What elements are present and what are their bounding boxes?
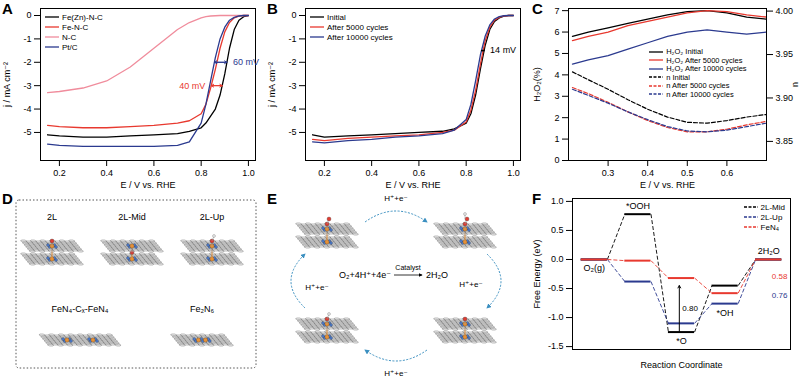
svg-text:0.6: 0.6	[721, 168, 734, 178]
html-text:D: D	[2, 190, 13, 207]
html-text:H₂O₂ After 5000 cycles: H₂O₂ After 5000 cycles	[666, 55, 743, 65]
svg-text:0.6: 0.6	[413, 168, 426, 178]
html-text:E: E	[267, 190, 277, 207]
svg-text:-1.0: -1.0	[548, 312, 564, 322]
svg-text:3.95: 3.95	[776, 49, 794, 59]
svg-text:O₂+4H⁺+4e⁻: O₂+4H⁺+4e⁻	[339, 270, 391, 280]
svg-text:H₂O₂(%): H₂O₂(%)	[532, 67, 542, 101]
html-text:Pt/C: Pt/C	[62, 42, 78, 52]
svg-text:2: 2	[554, 113, 559, 123]
html-text:Initial: Initial	[327, 12, 346, 22]
svg-text:*OH: *OH	[717, 307, 734, 317]
svg-text:0.5: 0.5	[681, 168, 694, 178]
html-text:B: B	[267, 0, 278, 17]
svg-text:1.0: 1.0	[242, 168, 255, 178]
html-text:N-C: N-C	[62, 32, 77, 42]
svg-text:*O: *O	[676, 336, 687, 346]
svg-text:0.2: 0.2	[318, 168, 331, 178]
svg-text:14 mV: 14 mV	[490, 45, 516, 55]
svg-text:2H₂O: 2H₂O	[426, 270, 448, 280]
svg-text:H⁺+e⁻: H⁺+e⁻	[384, 194, 407, 203]
svg-text:0.76: 0.76	[772, 291, 788, 300]
svg-text:-2: -2	[23, 57, 31, 67]
svg-text:0.80: 0.80	[682, 304, 698, 313]
svg-text:0: 0	[26, 10, 31, 20]
svg-text:-4: -4	[288, 104, 296, 114]
svg-text:3.85: 3.85	[776, 136, 794, 146]
html-text:H₂O₂ Initial: H₂O₂ Initial	[666, 47, 703, 57]
svg-text:E / V vs. RHE: E / V vs. RHE	[120, 180, 175, 190]
svg-text:2L: 2L	[47, 212, 57, 222]
html-text:n After 5000 cycles: n After 5000 cycles	[666, 81, 730, 91]
svg-text:4.00: 4.00	[776, 6, 794, 16]
svg-text:60 mV: 60 mV	[233, 57, 259, 67]
html-text:After 10000 cycles: After 10000 cycles	[327, 32, 393, 42]
svg-text:Free Energy (eV): Free Energy (eV)	[532, 239, 542, 308]
svg-text:1.0: 1.0	[507, 168, 520, 178]
svg-text:0.4: 0.4	[100, 168, 113, 178]
html-text:n Initial: n Initial	[666, 72, 690, 82]
svg-text:0.8: 0.8	[195, 168, 208, 178]
svg-text:0.58: 0.58	[772, 272, 788, 281]
svg-text:Reaction Coordinate: Reaction Coordinate	[640, 360, 722, 370]
svg-text:4: 4	[554, 70, 559, 80]
svg-text:0: 0	[291, 10, 296, 20]
svg-text:FeN₄-Cₓ-FeN₄: FeN₄-Cₓ-FeN₄	[52, 304, 109, 314]
svg-text:40 mV: 40 mV	[179, 81, 205, 91]
html-text:H₂O₂ After 10000 cycles: H₂O₂ After 10000 cycles	[666, 64, 747, 74]
svg-text:-1: -1	[23, 34, 31, 44]
svg-text:0.2: 0.2	[53, 168, 66, 178]
svg-text:-5: -5	[288, 127, 296, 137]
svg-text:0.6: 0.6	[148, 168, 161, 178]
svg-text:-4: -4	[23, 104, 31, 114]
svg-text:H⁺+e⁻: H⁺+e⁻	[305, 283, 328, 292]
svg-text:*OOH: *OOH	[626, 201, 650, 211]
svg-text:7: 7	[554, 6, 559, 16]
svg-text:j / mA cm⁻²: j / mA cm⁻²	[267, 62, 277, 108]
svg-text:E / V vs. RHE: E / V vs. RHE	[385, 180, 440, 190]
svg-text:2L-Up: 2L-Up	[200, 212, 225, 222]
svg-text:2H₂O: 2H₂O	[758, 246, 780, 256]
svg-text:1: 1	[554, 134, 559, 144]
svg-text:-1.5: -1.5	[548, 341, 564, 351]
html-text:n After 10000 cycles: n After 10000 cycles	[666, 89, 734, 99]
svg-text:H⁺+e⁻: H⁺+e⁻	[459, 280, 482, 289]
svg-text:n: n	[790, 82, 800, 87]
html-text:Fe(Zn)-N-C: Fe(Zn)-N-C	[62, 12, 103, 22]
svg-text:6: 6	[554, 27, 559, 37]
svg-text:-3: -3	[23, 81, 31, 91]
svg-text:H⁺+e⁻: H⁺+e⁻	[384, 369, 407, 378]
svg-text:-1: -1	[288, 34, 296, 44]
svg-text:Fe₂N₆: Fe₂N₆	[190, 304, 214, 314]
svg-text:0: 0	[554, 155, 559, 165]
svg-text:0.4: 0.4	[641, 168, 654, 178]
svg-text:0.4: 0.4	[365, 168, 378, 178]
html-text:C: C	[532, 0, 543, 17]
svg-text:-3: -3	[288, 81, 296, 91]
svg-text:Catalyst: Catalyst	[395, 264, 420, 272]
html-text:2L-Up: 2L-Up	[760, 212, 783, 222]
svg-text:E / V vs. RHE: E / V vs. RHE	[640, 180, 695, 190]
html-text:After 5000 cycles: After 5000 cycles	[327, 22, 389, 32]
svg-text:0.8: 0.8	[460, 168, 473, 178]
svg-text:-2: -2	[288, 57, 296, 67]
svg-text:-5: -5	[23, 127, 31, 137]
svg-text:j / mA cm⁻²: j / mA cm⁻²	[2, 62, 12, 108]
html-text:A: A	[2, 0, 13, 17]
html-text:F: F	[532, 190, 542, 207]
html-text:FeN₄: FeN₄	[760, 222, 779, 232]
svg-text:3: 3	[554, 91, 559, 101]
svg-text:O₂(g): O₂(g)	[584, 263, 606, 273]
svg-text:1.0: 1.0	[551, 196, 564, 206]
svg-text:0.3: 0.3	[602, 168, 615, 178]
svg-text:5: 5	[554, 48, 559, 58]
svg-text:0.0: 0.0	[551, 254, 564, 264]
svg-text:0.5: 0.5	[551, 225, 564, 235]
svg-text:-0.5: -0.5	[548, 283, 564, 293]
svg-text:2L-Mid: 2L-Mid	[118, 212, 146, 222]
html-text:2L-Mid: 2L-Mid	[760, 202, 785, 212]
svg-text:3.90: 3.90	[776, 93, 794, 103]
html-text:Fe-N-C: Fe-N-C	[62, 22, 89, 32]
